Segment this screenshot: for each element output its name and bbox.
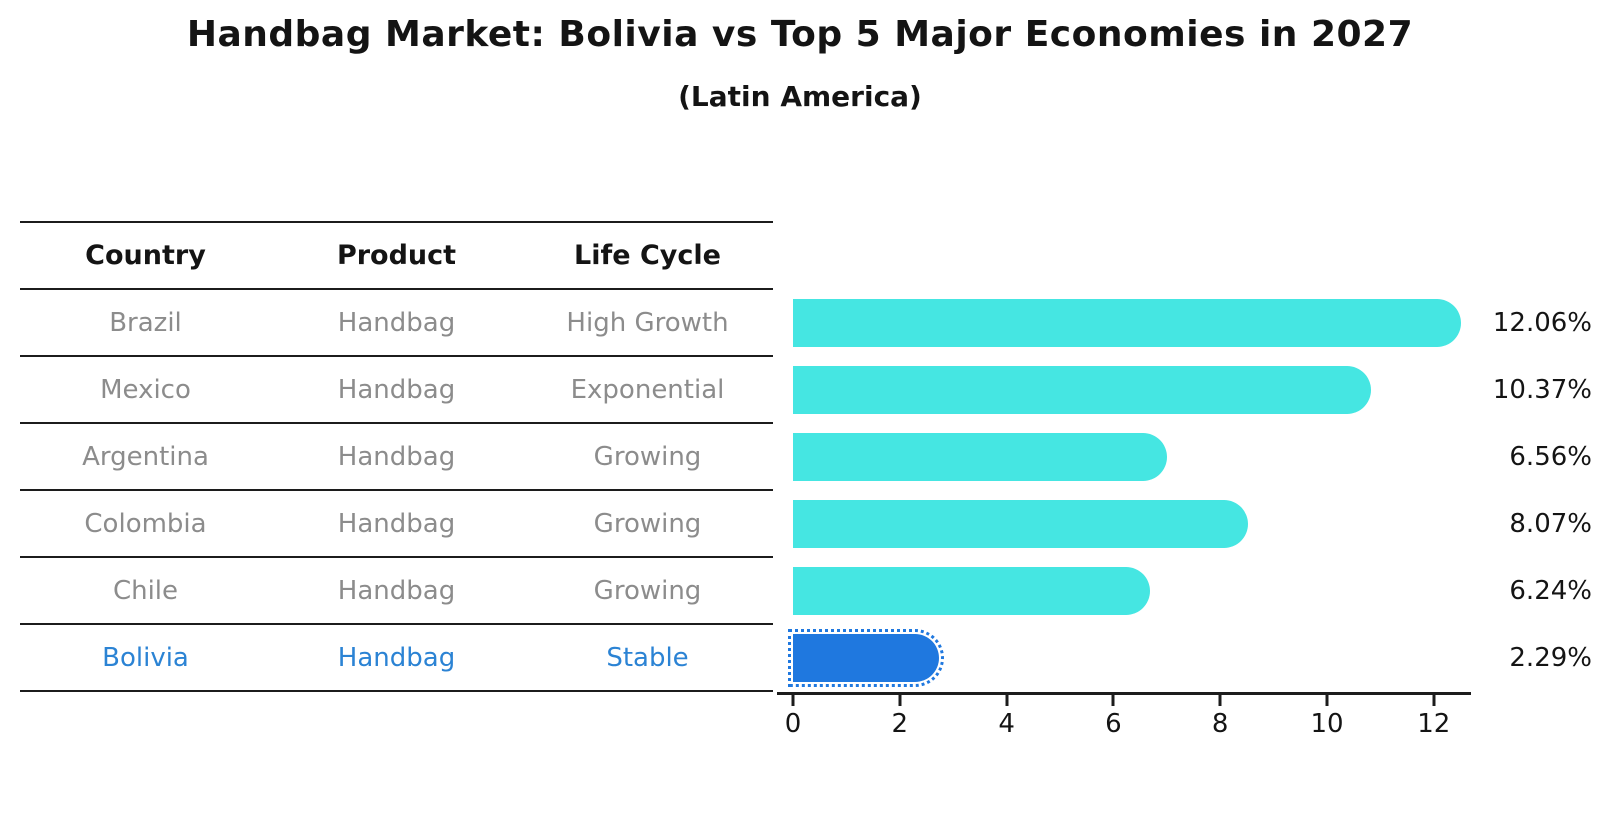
bar-value-label: 6.24% <box>1509 576 1592 607</box>
table-cell-life-cycle: Stable <box>606 642 689 673</box>
table-cell-life-cycle: Growing <box>593 575 702 606</box>
table-cell-product: Handbag <box>337 374 456 405</box>
x-tick-mark <box>1325 695 1329 706</box>
bar-mexico <box>793 365 1371 414</box>
bar-chile <box>793 567 1151 616</box>
bar-colombia <box>793 500 1248 549</box>
x-tick-label: 10 <box>1310 709 1344 739</box>
table-cell-life-cycle: Growing <box>593 441 702 472</box>
x-tick-label: 0 <box>784 709 802 739</box>
table-cell-country: Argentina <box>82 441 209 472</box>
table-cell-product: Handbag <box>337 441 456 472</box>
x-tick-mark <box>1111 695 1115 706</box>
bar-value-labels: 12.06% 10.37% 6.56% 8.07% 6.24% 2.29% <box>1470 289 1592 692</box>
bar-row <box>777 490 1471 557</box>
x-tick-mark <box>1432 695 1436 706</box>
table-header-life-cycle: Life Cycle <box>574 240 721 271</box>
table-row-mexico: Mexico Handbag Exponential <box>20 357 773 424</box>
table-header-product: Product <box>336 240 457 271</box>
table-header-row: Country Product Life Cycle <box>20 221 773 290</box>
table-cell-country: Brazil <box>109 307 182 338</box>
x-tick-label: 8 <box>1211 709 1229 739</box>
bar-row <box>777 356 1471 423</box>
table-cell-product: Handbag <box>337 642 456 673</box>
bar-plot-area: 0 2 4 6 8 10 12 <box>777 289 1471 739</box>
bar-value-label: 10.37% <box>1492 374 1592 405</box>
table-row-brazil: Brazil Handbag High Growth <box>20 290 773 357</box>
x-tick-label: 2 <box>891 709 909 739</box>
x-tick-label: 6 <box>1105 709 1122 739</box>
table-cell-country: Mexico <box>100 374 191 405</box>
bar-row <box>777 289 1471 356</box>
bar-brazil <box>793 298 1461 347</box>
table-cell-life-cycle: High Growth <box>566 307 729 338</box>
table-cell-product: Handbag <box>337 307 456 338</box>
table-row-chile: Chile Handbag Growing <box>20 558 773 625</box>
x-tick-label: 4 <box>998 709 1015 739</box>
table-cell-country: Bolivia <box>102 642 189 673</box>
bar-value-label: 2.29% <box>1509 643 1592 674</box>
bar-value-label: 6.56% <box>1509 441 1592 472</box>
bar-row <box>777 625 1471 692</box>
table-row-bolivia: Bolivia Handbag Stable <box>20 625 773 692</box>
table-cell-life-cycle: Exponential <box>570 374 725 405</box>
x-tick-mark <box>791 695 795 706</box>
bar-argentina <box>793 432 1168 481</box>
table-cell-product: Handbag <box>337 508 456 539</box>
table-cell-life-cycle: Growing <box>593 508 702 539</box>
country-table: Country Product Life Cycle Brazil Handba… <box>20 221 773 692</box>
x-tick-mark <box>898 695 902 706</box>
bar-row <box>777 558 1471 625</box>
table-cell-country: Chile <box>112 575 179 606</box>
table-row-argentina: Argentina Handbag Growing <box>20 424 773 491</box>
bar-bolivia <box>787 629 945 688</box>
chart-subtitle: (Latin America) <box>678 80 922 113</box>
x-tick-mark <box>1005 695 1009 706</box>
table-cell-country: Colombia <box>84 508 207 539</box>
x-tick-mark <box>1218 695 1222 706</box>
chart-title: Handbag Market: Bolivia vs Top 5 Major E… <box>186 14 1414 55</box>
bar-value-label: 12.06% <box>1492 307 1592 338</box>
x-tick-label: 12 <box>1417 709 1451 739</box>
table-header-country: Country <box>85 240 206 271</box>
table-cell-product: Handbag <box>337 575 456 606</box>
table-row-colombia: Colombia Handbag Growing <box>20 491 773 558</box>
bar-value-label: 8.07% <box>1509 509 1592 540</box>
x-axis-spine <box>777 692 1471 695</box>
bar-row <box>777 423 1471 490</box>
